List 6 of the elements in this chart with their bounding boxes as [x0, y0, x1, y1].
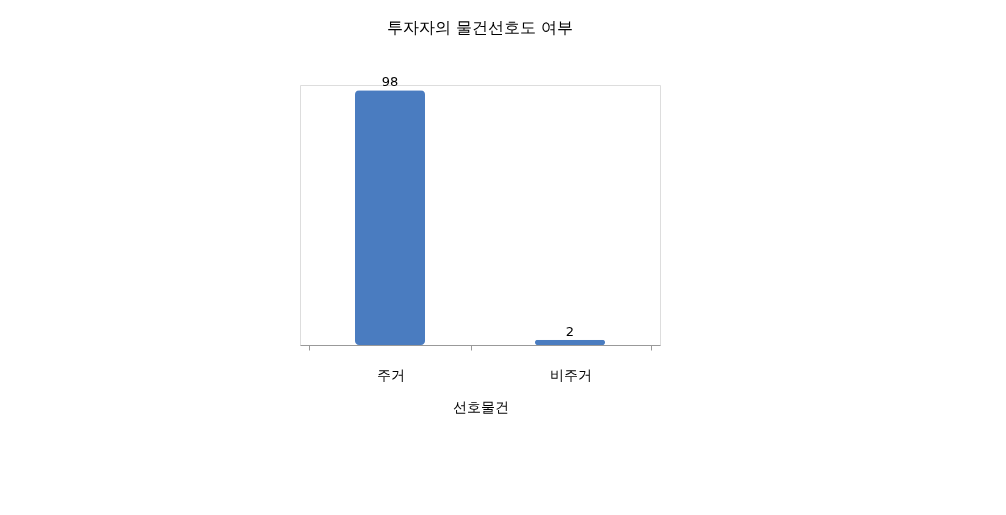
x-tick-label: 주거 [376, 366, 405, 383]
data-label: 2 [565, 323, 575, 339]
x-tick-label: 비주거 [549, 366, 592, 383]
chart-title: 투자자의 물건선호도 여부 [386, 18, 574, 38]
data-label: 98 [381, 74, 399, 90]
x-axis-title: 선호물건 [452, 398, 509, 415]
